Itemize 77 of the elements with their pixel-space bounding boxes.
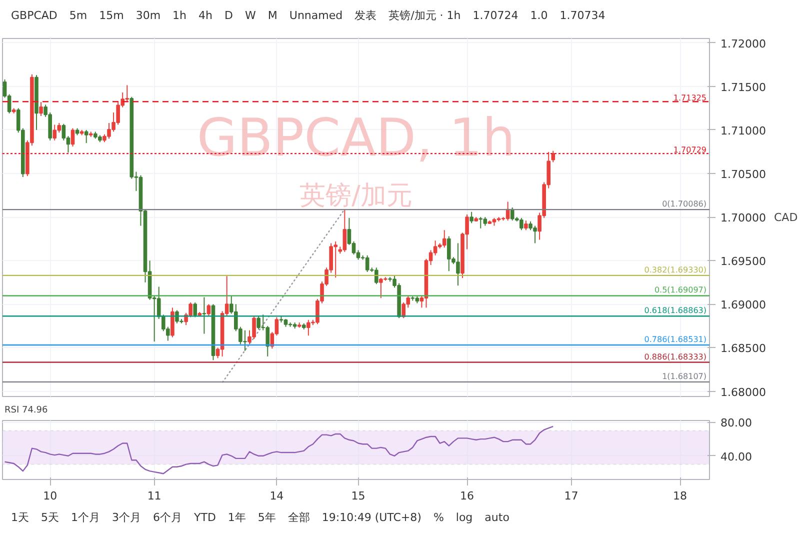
text: 1.70724 xyxy=(472,9,518,22)
ref-line-label: 0.5(1.69097) xyxy=(654,286,706,295)
text: 5年 xyxy=(258,511,276,524)
text: GBPCAD, 1h xyxy=(196,108,516,169)
y-tick-label: 40.00 xyxy=(720,450,752,464)
y-tick-label: 1.71000 xyxy=(720,124,766,138)
candlestick xyxy=(193,302,198,318)
candlestick xyxy=(266,325,270,357)
x-tick-label: 16 xyxy=(460,490,474,502)
chart-title: RSI 74.96 xyxy=(4,406,48,416)
ref-line-label: 0.618(1.68863) xyxy=(644,306,707,316)
text: M xyxy=(268,9,278,22)
text: 1年 xyxy=(228,511,246,524)
text: 19:10:49 (UTC+8) xyxy=(322,511,422,524)
text: Unnamed xyxy=(289,9,343,22)
text: YTD xyxy=(194,511,216,524)
text: 30m xyxy=(136,9,161,22)
candlestick xyxy=(70,128,75,148)
y-tick-label: 1.70500 xyxy=(720,168,766,182)
ref-line-label: 0.786(1.68531) xyxy=(644,335,707,344)
ref-line-label: 0(1.70086) xyxy=(662,200,707,209)
text: D xyxy=(224,9,233,22)
x-tick-label: 14 xyxy=(270,490,284,502)
candlestick xyxy=(206,304,211,316)
y-tick-label: 1.69500 xyxy=(720,255,766,268)
text: 英镑/加元 · 1h xyxy=(388,9,461,22)
candlestick xyxy=(374,267,378,285)
ref-line-label: 0.886(1.68333) xyxy=(644,352,707,362)
y-axis-title: CAD xyxy=(774,211,798,224)
y-tick-label: 1.72000 xyxy=(720,37,766,50)
text: 6个月 xyxy=(153,511,182,524)
x-tick-label: 10 xyxy=(43,490,58,502)
ref-line-label: 0.382(1.69330) xyxy=(644,265,707,274)
candlestick xyxy=(470,211,474,224)
text: 1h xyxy=(172,9,187,22)
candlestick xyxy=(39,102,43,117)
x-tick-label: 11 xyxy=(147,490,162,502)
text: 1天 xyxy=(11,511,29,524)
candlestick xyxy=(478,216,483,229)
candlestick xyxy=(170,307,174,338)
text: 5m xyxy=(69,9,88,22)
candlestick xyxy=(52,124,57,141)
candlestick xyxy=(84,129,88,144)
text: 全部 xyxy=(288,511,310,524)
candlestick xyxy=(365,254,370,272)
text: 1个月 xyxy=(71,511,100,524)
y-tick-label: 1.71500 xyxy=(720,80,766,94)
y-tick-label: 1.68500 xyxy=(720,342,766,356)
x-tick-label: 17 xyxy=(564,490,578,502)
text: 4h xyxy=(198,9,213,22)
text: % xyxy=(433,511,444,524)
text: auto xyxy=(484,511,510,524)
ref-line-label: 1.71325 xyxy=(673,94,707,103)
text: 1.70734 xyxy=(560,9,606,22)
text: 5天 xyxy=(41,511,59,524)
y-tick-label: 80.00 xyxy=(720,416,752,430)
ref-line-label: 1(1.68107) xyxy=(662,372,707,381)
text: GBPCAD xyxy=(11,9,58,22)
text: log xyxy=(456,511,473,524)
text: 英镑/加元 xyxy=(300,181,412,212)
x-tick-label: 18 xyxy=(673,490,688,502)
x-tick-label: 15 xyxy=(351,490,366,502)
candlestick xyxy=(524,220,528,231)
y-tick-label: 1.68000 xyxy=(720,386,766,399)
text: 15m xyxy=(99,9,124,22)
ref-line-label: 1.70729 xyxy=(673,146,707,155)
candlestick xyxy=(551,150,556,163)
text: W xyxy=(245,9,256,22)
text: 发表 xyxy=(354,9,377,22)
candlestick xyxy=(442,230,446,248)
text: 3个月 xyxy=(112,511,141,524)
text: 1.0 xyxy=(530,9,548,22)
line-series xyxy=(4,426,554,474)
candlestick xyxy=(62,123,66,141)
y-tick-label: 1.69000 xyxy=(720,298,766,312)
candlestick xyxy=(202,296,206,334)
y-tick-label: 1.70000 xyxy=(720,212,766,225)
